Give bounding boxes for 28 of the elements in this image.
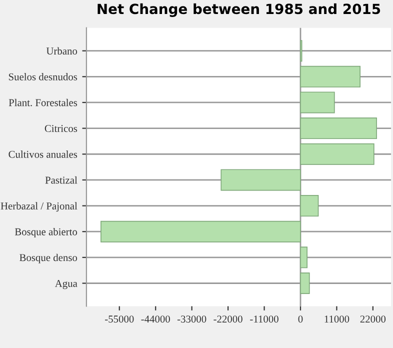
bar xyxy=(300,272,310,294)
x-tick-label: -33000 xyxy=(177,316,206,323)
x-tick-label: 0 xyxy=(298,316,303,323)
y-tick-label: Bosque abierto xyxy=(14,228,78,238)
x-tick-label: -22000 xyxy=(214,316,242,323)
y-tick-label: Citricos xyxy=(44,125,78,132)
y-tick-label: Pastizal xyxy=(45,176,78,184)
y-tick-label: Suelos desnudos xyxy=(8,73,78,80)
bar xyxy=(300,143,374,165)
bar xyxy=(300,66,361,88)
x-tick-label: -55000 xyxy=(105,316,134,323)
x-tick-label: -11000 xyxy=(250,316,278,323)
x-tick-label: 11000 xyxy=(324,316,350,323)
bar xyxy=(300,118,377,140)
bar xyxy=(220,169,301,191)
y-tick-label: Agua xyxy=(54,280,78,290)
x-tick-label: -44000 xyxy=(141,316,170,323)
y-tick-label: Urbano xyxy=(46,47,78,55)
y-tick-label: Cultivos anuales xyxy=(8,150,78,158)
bar xyxy=(100,220,301,242)
y-tick-label: Plant. Forestales xyxy=(8,98,78,106)
x-tick-label: 22000 xyxy=(360,316,386,323)
chart-title: Net Change between 1985 and 2015 xyxy=(98,3,380,17)
bar xyxy=(300,92,335,114)
y-tick-label: Herbazal / Pajonal xyxy=(0,202,78,212)
bar xyxy=(300,195,319,217)
bar xyxy=(300,246,308,268)
y-tick-label: Bosque denso xyxy=(20,254,78,264)
